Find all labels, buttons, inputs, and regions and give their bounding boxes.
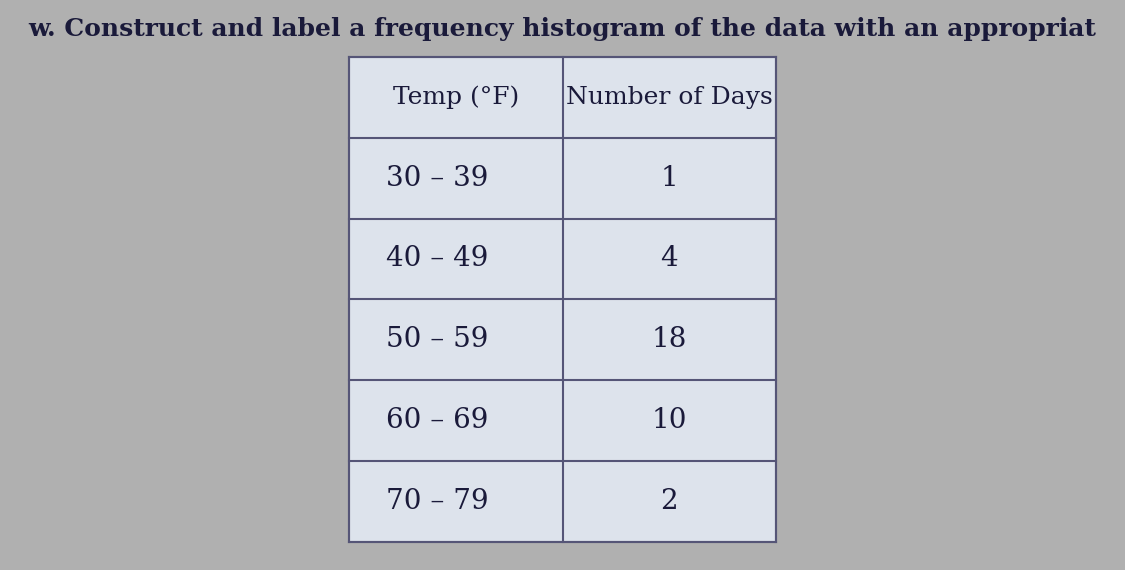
Text: Number of Days: Number of Days: [566, 86, 773, 109]
Text: 40 – 49: 40 – 49: [386, 245, 488, 272]
Text: 4: 4: [660, 245, 678, 272]
Text: 1: 1: [660, 165, 678, 192]
Text: 50 – 59: 50 – 59: [386, 326, 488, 353]
Text: Temp (°F): Temp (°F): [393, 86, 519, 109]
Text: 70 – 79: 70 – 79: [386, 487, 488, 515]
Text: 18: 18: [651, 326, 687, 353]
Text: 30 – 39: 30 – 39: [386, 165, 488, 192]
Text: w. Construct and label a frequency histogram of the data with an appropriat: w. Construct and label a frequency histo…: [28, 17, 1097, 41]
Text: 10: 10: [651, 407, 687, 434]
Text: 60 – 69: 60 – 69: [386, 407, 488, 434]
Text: 2: 2: [660, 487, 678, 515]
FancyBboxPatch shape: [349, 57, 776, 542]
